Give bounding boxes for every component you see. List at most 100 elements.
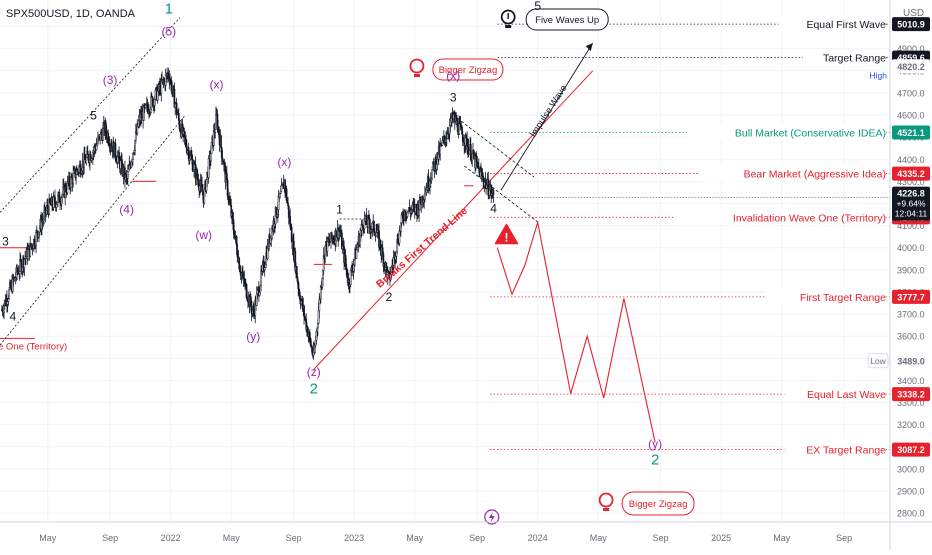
- candle-body: [345, 264, 348, 270]
- time-axis[interactable]: May Sep 2022 May Sep 2023 May Sep 2024 May Sep 2025…: [39, 533, 852, 543]
- candle-body: [287, 202, 289, 207]
- price-tick-label: 4000.0: [897, 243, 925, 253]
- price-tick-label: 4600.0: [897, 111, 925, 121]
- wave-label: 5: [90, 108, 97, 122]
- price-tag: [892, 17, 930, 32]
- price-tag-label: 4820.2: [897, 62, 925, 72]
- price-tick-label: 3900.0: [897, 265, 925, 275]
- wedge-upper: [453, 114, 535, 178]
- time-tick-label: 2024: [528, 533, 548, 543]
- wave-label: (x): [210, 77, 224, 91]
- price-tick-label: 3300.0: [897, 398, 925, 408]
- time-tick-label: 2023: [344, 533, 364, 543]
- lightbulb-icon: [500, 9, 516, 25]
- price-tick-label: 4700.0: [897, 88, 925, 98]
- wave-label: (4): [119, 202, 134, 216]
- price-tag-label: 5010.9: [897, 20, 925, 30]
- price-tag: [892, 125, 930, 140]
- candle-body: [492, 190, 495, 196]
- wave-label: (x): [446, 69, 460, 83]
- candle-body: [215, 114, 217, 130]
- low-label: Low: [870, 356, 886, 366]
- level-label-bg: [674, 209, 886, 226]
- wave-label: (5): [161, 24, 176, 38]
- current-price-badge: [892, 186, 930, 221]
- price-tick-label: 4100.0: [897, 221, 925, 231]
- time-tick-label: Sep: [286, 533, 302, 543]
- bigger-zigzag-label-bottom: Bigger Zigzag: [629, 499, 688, 510]
- lightbulb-icon-base: [505, 25, 512, 28]
- impulse-arrow-head: [585, 43, 593, 52]
- wave-label: 2: [310, 381, 318, 398]
- projection-line: [496, 222, 656, 443]
- time-tick-label: Sep: [102, 533, 118, 543]
- lightbulb-icon-red-bottom: [598, 492, 614, 508]
- price-tag-label: 3489.0: [897, 356, 925, 366]
- candle-body: [27, 249, 29, 260]
- wave-label: (z): [307, 365, 321, 379]
- price-tick-label: 3700.0: [897, 310, 925, 320]
- price-tick-label: 3000.0: [897, 464, 925, 474]
- high-label: High: [870, 70, 888, 80]
- candle-body: [279, 190, 282, 194]
- level-label: Equal Last Wave: [807, 389, 886, 401]
- level-label: First Target Range: [800, 292, 886, 304]
- time-tick-label: May: [406, 533, 424, 543]
- five-waves-callout[interactable]: [525, 8, 609, 31]
- level-label: Invalidation Wave One (Territory): [733, 212, 886, 224]
- lightbulb-icon-red-bottom-base: [603, 508, 610, 511]
- level-label-bg: [766, 288, 886, 305]
- channel-lower: [0, 114, 186, 346]
- wave-label: 3: [450, 91, 457, 105]
- lightbulb-icon-red-base: [413, 74, 420, 77]
- price-tick-label: 4400.0: [897, 155, 925, 165]
- level-label-bg: [699, 165, 886, 182]
- wave-label: 1: [165, 0, 173, 17]
- price-tick-label: 3400.0: [897, 376, 925, 386]
- price-tick-label: 2800.0: [897, 509, 925, 519]
- wave-label: 2: [651, 451, 659, 468]
- price-tag-label: 3777.7: [897, 292, 925, 302]
- lightbulb-icon-red: [409, 58, 425, 74]
- level-label-bg: [784, 441, 886, 458]
- price-tick-label: 4900.0: [897, 44, 925, 54]
- candle-body: [477, 166, 480, 169]
- current-price-countdown: 12:04:11: [895, 209, 928, 219]
- level-label-bg: [778, 16, 886, 33]
- bigger-zigzag-callout-bottom[interactable]: [621, 491, 695, 516]
- projection-path: [496, 42, 656, 443]
- bigger-zigzag-callout-top[interactable]: [432, 58, 504, 81]
- time-tick-label: 2022: [161, 533, 181, 543]
- level-label: Bear Market (Aggressive Idea): [744, 169, 886, 181]
- price-tag: [892, 442, 930, 457]
- current-price-value: 4226.8: [897, 189, 925, 199]
- warning-icon: [494, 223, 519, 245]
- price-tag-label: 4521.1: [897, 128, 925, 138]
- price-tag-label: 4859.6: [897, 53, 925, 63]
- price-tick-label: 3200.0: [897, 420, 925, 430]
- wave-label: 1: [336, 202, 343, 216]
- price-tag: [892, 59, 930, 74]
- candles: [0, 67, 495, 360]
- candle-body: [385, 262, 388, 269]
- price-tag-label: 3338.2: [897, 390, 925, 400]
- time-tick-label: May: [39, 533, 57, 543]
- symbol-title: SPX500USD, 1D, OANDA: [6, 8, 136, 20]
- price-tag-label: 3087.2: [897, 445, 925, 455]
- level-label-bg: [686, 124, 886, 141]
- time-tick-label: May: [773, 533, 791, 543]
- level-label: Equal First Wave: [806, 19, 886, 31]
- wave-label: 5: [534, 0, 541, 13]
- wave-label: (y): [648, 437, 662, 451]
- five-waves-up-label: Five Waves Up: [535, 15, 599, 26]
- candle-body: [469, 144, 472, 161]
- warning-icon-mark: !: [504, 230, 508, 244]
- level-lines: Equal First Wave Target Range Bull Market …: [0, 16, 890, 458]
- time-tick-label: Sep: [469, 533, 485, 543]
- wave-label: 4: [490, 201, 497, 215]
- candle-body: [432, 161, 435, 165]
- low-label-bg: [867, 353, 889, 369]
